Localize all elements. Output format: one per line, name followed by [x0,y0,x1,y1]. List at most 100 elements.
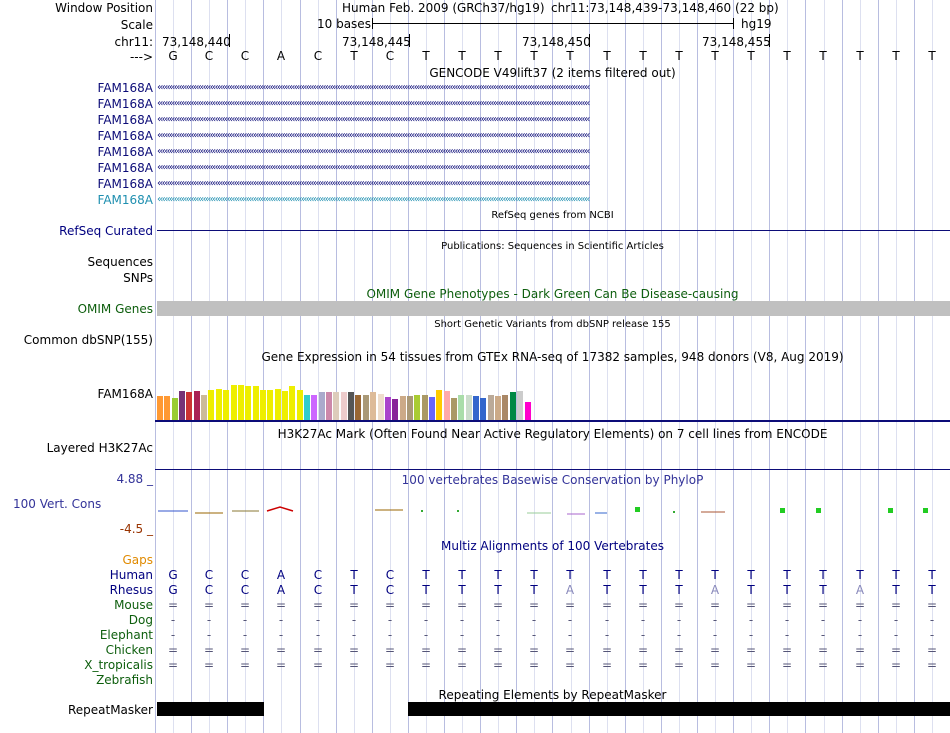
multiz-species-label[interactable]: Human [109,568,153,582]
gtex-bar[interactable] [179,391,185,420]
h3k27ac-track-title[interactable]: H3K27Ac Mark (Often Found Near Active Re… [277,427,828,441]
sequences-label[interactable]: Sequences [87,255,153,269]
multiz-species-label[interactable]: X_tropicalis [84,658,153,672]
gtex-bar[interactable] [208,390,215,420]
gtex-bar[interactable] [230,385,237,420]
gtex-bar[interactable] [245,386,252,420]
gencode-gene-label[interactable]: FAM168A [97,97,153,111]
gtex-bar[interactable] [267,390,274,420]
gtex-bar[interactable] [509,392,516,420]
gtex-bar[interactable] [186,392,193,420]
gtex-bar[interactable] [304,395,310,420]
gtex-bar[interactable] [326,392,332,420]
gtex-bar[interactable] [355,395,362,420]
gtex-bar[interactable] [443,391,450,420]
multiz-species-label[interactable]: Rhesus [109,583,153,597]
gtex-bar[interactable] [392,399,399,420]
gtex-bar[interactable] [289,386,296,420]
gtex-bar[interactable] [311,395,318,420]
gencode-gene-label[interactable]: FAM168A [97,81,153,95]
gtex-bar[interactable] [318,392,325,420]
gtex-bar[interactable] [414,395,421,420]
gencode-transcript[interactable]: ‹‹‹‹‹‹‹‹‹‹‹‹‹‹‹‹‹‹‹‹‹‹‹‹‹‹‹‹‹‹‹‹‹‹‹‹‹‹‹‹… [157,130,590,141]
gtex-bar[interactable] [473,396,480,420]
gencode-gene-label[interactable]: FAM168A [97,177,153,191]
repeatmasker-track-title[interactable]: Repeating Elements by RepeatMasker [438,688,667,702]
gtex-bar[interactable] [406,396,413,420]
refseq-label[interactable]: RefSeq Curated [59,224,153,238]
gencode-transcript[interactable]: ‹‹‹‹‹‹‹‹‹‹‹‹‹‹‹‹‹‹‹‹‹‹‹‹‹‹‹‹‹‹‹‹‹‹‹‹‹‹‹‹… [157,178,590,189]
gencode-gene-label[interactable]: FAM168A [97,193,153,207]
gtex-bar[interactable] [517,391,524,420]
gtex-bar[interactable] [487,395,494,420]
gtex-bar[interactable] [428,397,435,420]
gtex-track-title[interactable]: Gene Expression in 54 tissues from GTEx … [261,350,844,364]
gtex-bar[interactable] [399,396,406,420]
gtex-bar[interactable] [458,395,465,420]
refseq-gene-line[interactable] [157,230,950,231]
refseq-track-title[interactable]: RefSeq genes from NCBI [491,210,614,221]
gtex-bar[interactable] [370,392,377,420]
gtex-bar[interactable] [157,396,163,420]
gtex-bar[interactable] [237,385,244,420]
publications-track-title[interactable]: Publications: Sequences in Scientific Ar… [441,241,664,252]
multiz-species-label[interactable]: Mouse [114,598,153,612]
omim-label[interactable]: OMIM Genes [77,302,153,316]
gtex-bar[interactable] [348,392,355,420]
gtex-bar[interactable] [502,395,509,420]
gtex-bar[interactable] [340,392,347,420]
phylop-track-title[interactable]: 100 vertebrates Basewise Conservation by… [401,473,704,487]
multiz-species-label[interactable]: Elephant [99,628,153,642]
repeat-element-1[interactable] [157,702,264,716]
gencode-transcript[interactable]: ‹‹‹‹‹‹‹‹‹‹‹‹‹‹‹‹‹‹‹‹‹‹‹‹‹‹‹‹‹‹‹‹‹‹‹‹‹‹‹‹… [157,162,590,173]
multiz-track-title[interactable]: Multiz Alignments of 100 Vertebrates [440,539,665,553]
gtex-bar[interactable] [215,389,222,420]
gencode-gene-label[interactable]: FAM168A [97,129,153,143]
gencode-transcript[interactable]: ‹‹‹‹‹‹‹‹‹‹‹‹‹‹‹‹‹‹‹‹‹‹‹‹‹‹‹‹‹‹‹‹‹‹‹‹‹‹‹‹… [157,114,590,125]
gtex-bar[interactable] [281,391,288,420]
dbsnp-label[interactable]: Common dbSNP(155) [23,333,153,347]
omim-track-title[interactable]: OMIM Gene Phenotypes - Dark Green Can Be… [366,287,739,301]
gtex-bar[interactable] [362,395,369,420]
gtex-bar[interactable] [436,390,443,420]
dbsnp-track-title[interactable]: Short Genetic Variants from dbSNP releas… [434,319,671,330]
gtex-bar[interactable] [171,398,178,420]
gtex-bar[interactable] [451,398,457,420]
gtex-bar[interactable] [223,390,230,420]
gtex-bar[interactable] [480,398,487,420]
omim-feature-bar[interactable] [157,301,950,316]
gtex-bar[interactable] [274,389,281,420]
gencode-gene-label[interactable]: FAM168A [97,145,153,159]
gtex-bar[interactable] [296,390,303,420]
snps-label[interactable]: SNPs [123,271,153,285]
gtex-bar[interactable] [201,395,208,420]
phylop-label[interactable]: 100 Vert. Cons [13,497,102,511]
gtex-bar[interactable] [252,386,259,420]
gencode-gene-label[interactable]: FAM168A [97,161,153,175]
gtex-bar[interactable] [384,397,391,420]
gtex-bar[interactable] [495,396,502,420]
gtex-bar[interactable] [259,390,266,420]
gencode-gene-label[interactable]: FAM168A [97,113,153,127]
gencode-track-title[interactable]: GENCODE V49lift37 (2 items filtered out) [429,66,676,80]
gtex-bar[interactable] [524,402,531,420]
repeat-element-2[interactable] [408,702,950,716]
phylop-plot[interactable] [155,500,950,520]
multiz-species-label[interactable]: Zebrafish [96,673,153,687]
gencode-transcript[interactable]: ‹‹‹‹‹‹‹‹‹‹‹‹‹‹‹‹‹‹‹‹‹‹‹‹‹‹‹‹‹‹‹‹‹‹‹‹‹‹‹‹… [157,194,590,205]
gencode-transcript[interactable]: ‹‹‹‹‹‹‹‹‹‹‹‹‹‹‹‹‹‹‹‹‹‹‹‹‹‹‹‹‹‹‹‹‹‹‹‹‹‹‹‹… [157,98,590,109]
gtex-bar[interactable] [193,391,200,420]
multiz-species-label[interactable]: Dog [128,613,153,627]
gtex-bar-chart[interactable] [157,365,557,420]
gtex-bar[interactable] [164,396,171,420]
gtex-bar[interactable] [333,392,340,420]
gtex-label[interactable]: FAM168A [97,387,153,401]
gencode-transcript[interactable]: ‹‹‹‹‹‹‹‹‹‹‹‹‹‹‹‹‹‹‹‹‹‹‹‹‹‹‹‹‹‹‹‹‹‹‹‹‹‹‹‹… [157,82,590,93]
h3k27ac-label[interactable]: Layered H3K27Ac [46,441,153,455]
gtex-bar[interactable] [377,394,384,420]
gtex-bar[interactable] [421,395,428,420]
gencode-transcript[interactable]: ‹‹‹‹‹‹‹‹‹‹‹‹‹‹‹‹‹‹‹‹‹‹‹‹‹‹‹‹‹‹‹‹‹‹‹‹‹‹‹‹… [157,146,590,157]
multiz-species-label[interactable]: Chicken [105,643,153,657]
repeatmasker-label[interactable]: RepeatMasker [67,703,153,717]
gtex-bar[interactable] [465,395,472,420]
